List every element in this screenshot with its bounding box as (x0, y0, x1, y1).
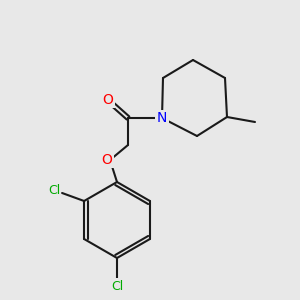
Text: N: N (157, 111, 167, 125)
Text: O: O (102, 153, 112, 167)
Text: Cl: Cl (48, 184, 60, 197)
Text: Cl: Cl (111, 280, 123, 292)
Text: O: O (103, 93, 113, 107)
